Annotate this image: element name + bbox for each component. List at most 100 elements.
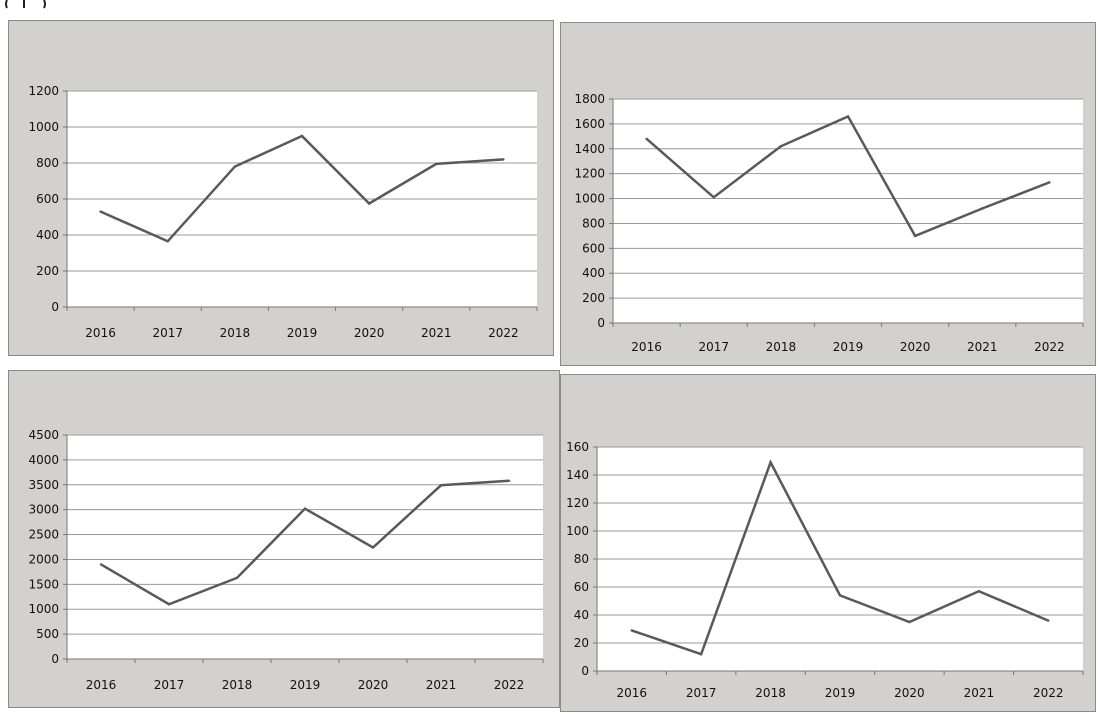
y-tick-label: 200 [582, 291, 605, 305]
data-point [303, 507, 307, 510]
y-tick-label: 60 [574, 580, 589, 594]
y-tick-label: 0 [51, 300, 59, 314]
data-point [712, 196, 715, 199]
y-tick-label: 1800 [574, 92, 605, 106]
x-tick-label: 2016 [631, 340, 662, 354]
y-tick-label: 0 [581, 664, 589, 678]
x-tick-label: 2016 [616, 686, 647, 700]
chart-panel-1: 0 200 400 600 800 1000 1200 2016 2017 2018 2019 202… [8, 20, 554, 356]
line-chart-1: 0 200 400 600 800 1000 1200 2016 2017 2018 2019 202… [28, 84, 538, 340]
x-tick-label: 2018 [220, 326, 251, 340]
x-tick-label: 2022 [488, 326, 519, 340]
x-tick-label: 2017 [686, 686, 717, 700]
data-point [977, 590, 981, 593]
y-tick-label: 800 [582, 216, 605, 230]
x-tick-label: 2019 [825, 686, 856, 700]
data-point [913, 234, 917, 238]
plot-area [67, 435, 543, 659]
y-tick-label: 600 [582, 241, 605, 255]
x-tick-label: 2018 [766, 340, 797, 354]
y-tick-label: 1600 [574, 117, 605, 131]
x-tick-label: 2020 [354, 326, 385, 340]
y-tick-label: 1500 [28, 577, 59, 591]
chart-panel-3: 0 500 1000 1500 2000 2500 3000 3500 4000 4500 2016… [8, 370, 560, 708]
data-point [99, 563, 103, 566]
data-point [367, 202, 371, 205]
x-tick-label: 2020 [358, 678, 389, 692]
x-tick-label: 2021 [964, 686, 995, 700]
data-point [507, 479, 511, 482]
y-tick-label: 400 [36, 228, 59, 242]
x-tick-label: 2022 [1033, 686, 1064, 700]
data-point [908, 620, 911, 624]
x-tick-label: 2022 [1034, 340, 1065, 354]
x-tick-label: 2021 [967, 340, 998, 354]
y-tick-label: 1000 [28, 602, 59, 616]
y-tick-label: 0 [597, 316, 605, 330]
data-point [981, 207, 984, 210]
y-tick-label: 400 [582, 266, 605, 280]
data-point [99, 210, 102, 213]
y-tick-label: 600 [36, 192, 59, 206]
y-tick-label: 4500 [28, 428, 59, 442]
x-tick-label: 2016 [85, 326, 116, 340]
y-tick-label: 140 [566, 468, 589, 482]
plot-area [613, 99, 1083, 323]
y-tick-label: 3500 [28, 478, 59, 492]
x-tick-label: 2020 [900, 340, 931, 354]
y-tick-label: 1000 [574, 192, 605, 206]
x-tick-label: 2017 [698, 340, 729, 354]
data-point [502, 158, 505, 161]
y-tick-label: 40 [574, 608, 589, 622]
x-tick-label: 2021 [421, 326, 452, 340]
data-point [1048, 181, 1051, 184]
x-tick-label: 2018 [222, 678, 253, 692]
data-point [439, 484, 443, 487]
x-tick-label: 2021 [426, 678, 457, 692]
data-point [1047, 619, 1050, 622]
y-tick-label: 0 [51, 652, 59, 666]
y-tick-label: 1200 [574, 167, 605, 181]
y-tick-label: 20 [574, 636, 589, 650]
y-tick-label: 1400 [574, 142, 605, 156]
data-point [779, 145, 783, 148]
data-point [846, 115, 850, 118]
x-tick-label: 2017 [152, 326, 183, 340]
data-point [300, 134, 304, 138]
y-tick-label: 3000 [28, 503, 59, 517]
line-chart-2: 0 200 400 600 800 1000 1200 1400 1600 1800 2016 201… [574, 92, 1084, 354]
y-tick-label: 2000 [28, 552, 59, 566]
y-tick-label: 800 [36, 156, 59, 170]
top-crop-fragment-glyphs [5, 0, 46, 9]
data-point [435, 162, 438, 166]
y-tick-label: 2500 [28, 528, 59, 542]
y-tick-label: 120 [566, 496, 589, 510]
line-chart-4: 0 20 40 60 80 100 120 140 160 2016 2017 2018 2019 202… [566, 440, 1084, 700]
data-point [838, 594, 842, 597]
y-tick-label: 1000 [28, 120, 59, 134]
x-tick-label: 2019 [287, 326, 318, 340]
chart-panel-2: 0 200 400 600 800 1000 1200 1400 1600 1800 2016 201… [560, 22, 1096, 366]
x-tick-label: 2016 [86, 678, 117, 692]
y-tick-label: 160 [566, 440, 589, 454]
y-tick-label: 1200 [28, 84, 59, 98]
y-tick-label: 100 [566, 524, 589, 538]
top-crop-fragment [4, 0, 64, 9]
y-tick-label: 80 [574, 552, 589, 566]
x-tick-label: 2019 [833, 340, 864, 354]
line-chart-3: 0 500 1000 1500 2000 2500 3000 3500 4000 4500 2016… [28, 428, 544, 692]
y-tick-label: 200 [36, 264, 59, 278]
x-tick-label: 2022 [494, 678, 525, 692]
data-point [630, 629, 633, 632]
x-tick-label: 2017 [154, 678, 185, 692]
x-tick-label: 2019 [290, 678, 321, 692]
data-point [167, 603, 171, 606]
chart-panel-4: 0 20 40 60 80 100 120 140 160 2016 2017 2018 2019 202… [560, 374, 1096, 712]
data-point [699, 653, 703, 656]
data-point [233, 165, 237, 168]
data-point [645, 137, 648, 141]
x-tick-label: 2020 [894, 686, 925, 700]
y-tick-label: 4000 [28, 453, 59, 467]
data-point [769, 461, 772, 464]
x-tick-label: 2018 [755, 686, 786, 700]
